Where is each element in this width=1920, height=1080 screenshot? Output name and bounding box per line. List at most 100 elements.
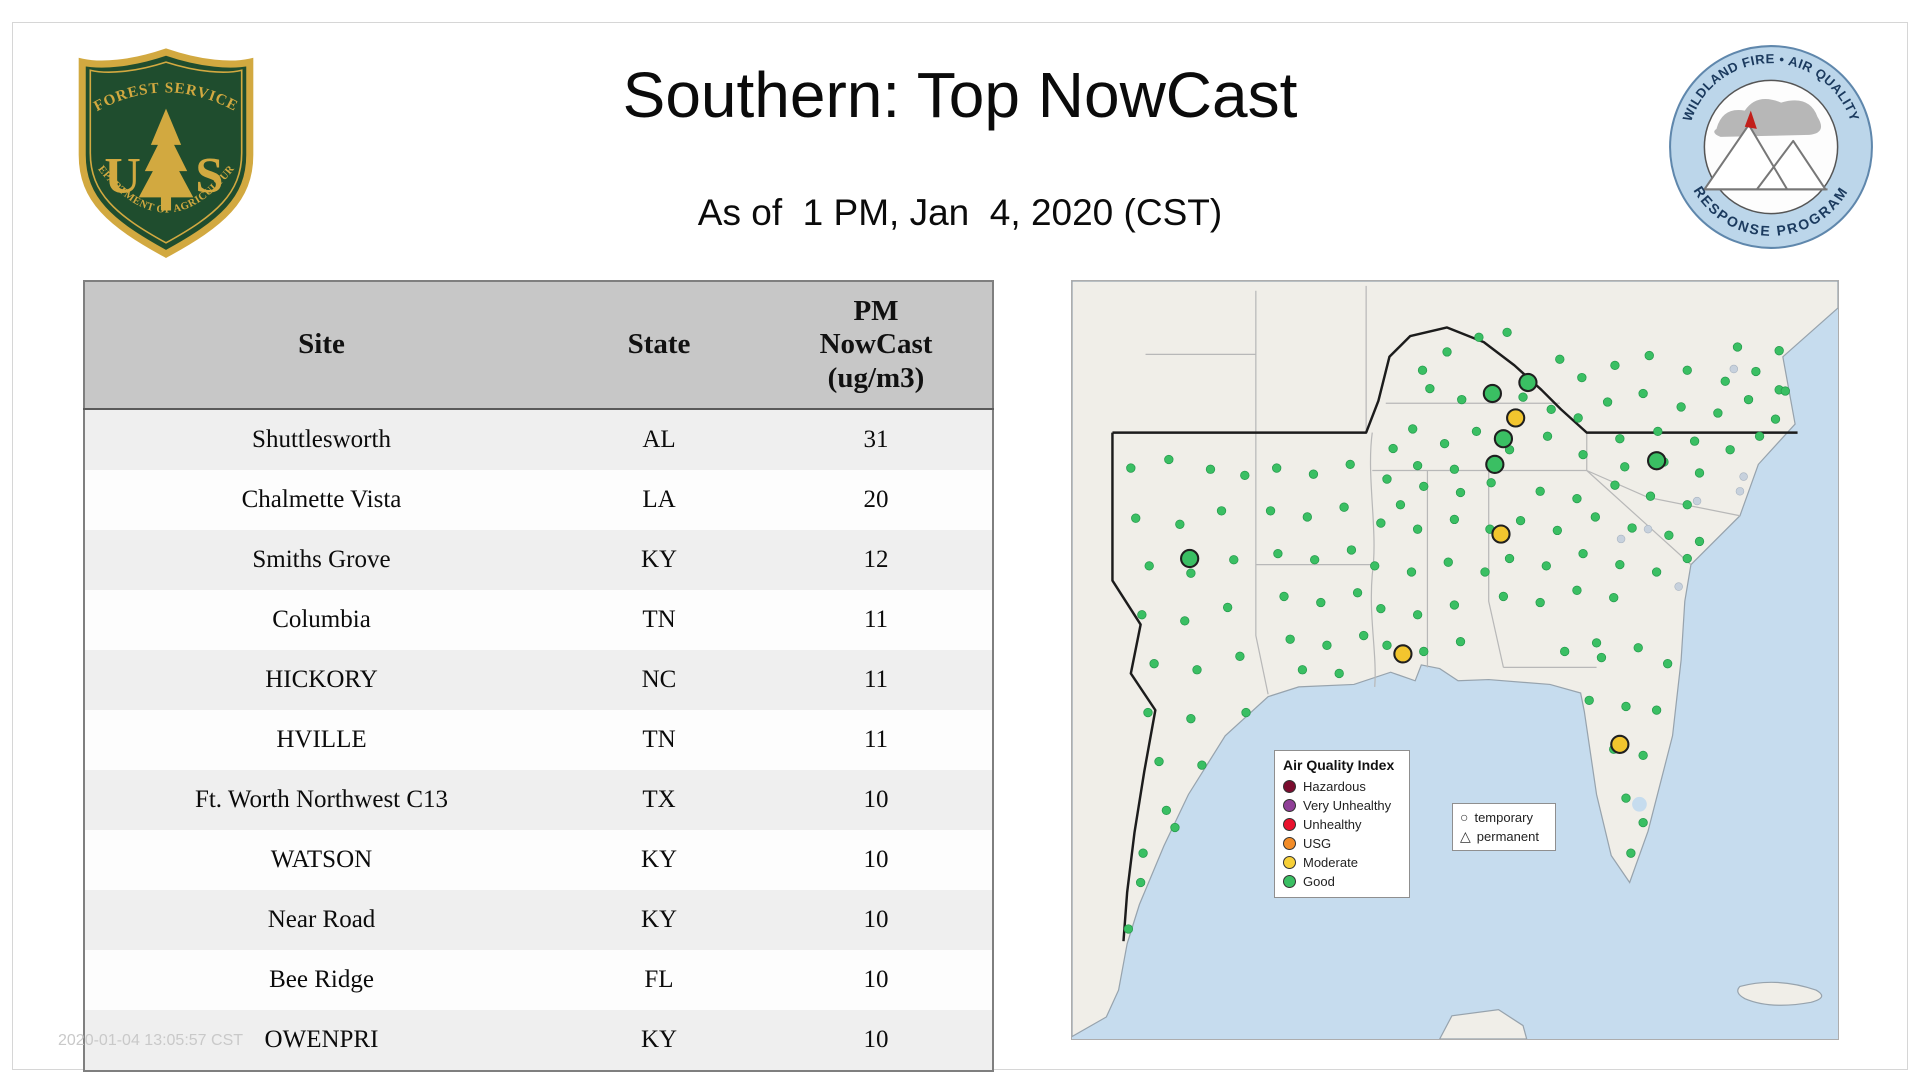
monitor-dot-good xyxy=(1135,877,1146,888)
site-cell: Columbia xyxy=(272,606,371,633)
state-cell: FL xyxy=(644,966,674,993)
monitor-dot-good xyxy=(1682,365,1692,375)
aqi-legend-items: Hazardous Very Unhealthy Unhealthy USG Moder… xyxy=(1283,777,1401,891)
aqi-color-dot xyxy=(1283,818,1296,831)
monitor-dot-good xyxy=(1682,553,1692,564)
monitor-dot-good xyxy=(1425,383,1435,394)
monitor-dot-good xyxy=(1388,443,1398,454)
site-cell: HVILLE xyxy=(276,726,367,753)
table-row: Columbia TN 11 xyxy=(84,590,993,650)
monitor-dot-good xyxy=(1285,634,1295,644)
monitor-dot-good xyxy=(1535,486,1545,496)
value-cell: 11 xyxy=(863,726,889,753)
monitor-dot-good xyxy=(1610,360,1620,371)
monitor-dot-good xyxy=(1192,665,1202,675)
monitor-dot-inactive xyxy=(1729,364,1739,374)
aqi-color-dot xyxy=(1283,875,1296,888)
monitor-marker-moderate xyxy=(1610,734,1630,754)
monitor-dot-good xyxy=(1480,567,1490,577)
table-row: Near Road KY 10 xyxy=(84,890,993,950)
monitor-dot-good xyxy=(1471,426,1482,437)
monitor-dot-good xyxy=(1498,591,1509,602)
table-row: Ft. Worth Northwest C13 TX 10 xyxy=(84,770,993,830)
monitor-dot-good xyxy=(1316,597,1326,608)
monitor-dot-good xyxy=(1279,591,1289,602)
monitor-dot-good xyxy=(1644,350,1654,361)
page-subtitle: As of 1 PM, Jan 4, 2020 (CST) xyxy=(697,192,1223,233)
monitor-dot-good xyxy=(1591,638,1602,648)
monitor-dot-good xyxy=(1175,519,1185,529)
monitor-dot-good xyxy=(1578,449,1588,460)
monitor-dot-good xyxy=(1584,695,1594,705)
table-header-row: Site State PM NowCast (ug/m3) xyxy=(84,281,993,410)
monitor-dot-good xyxy=(1620,462,1630,472)
monitor-dot-good xyxy=(1502,327,1512,337)
monitor-dot-good xyxy=(1412,610,1423,620)
monitor-marker-moderate xyxy=(1393,644,1413,664)
monitor-dot-good xyxy=(1417,365,1428,375)
table-row: OWENPRI KY 10 xyxy=(84,1010,993,1071)
monitor-marker-good xyxy=(1493,429,1514,449)
monitor-dot-good xyxy=(1676,402,1686,412)
monitor-dot-good xyxy=(1334,668,1344,679)
monitor-dot-good xyxy=(1449,464,1460,474)
monitor-dot-good xyxy=(1546,404,1556,415)
site-cell: Shuttlesworth xyxy=(252,426,391,453)
monitor-dot-good xyxy=(1664,530,1674,540)
aqi-legend-item: Very Unhealthy xyxy=(1283,796,1401,815)
col-header-pm-nowcast: PM NowCast (ug/m3) xyxy=(760,281,993,410)
monitor-dot-good xyxy=(1197,760,1207,770)
monitor-dot-good xyxy=(1638,750,1648,761)
table-row: WATSON KY 10 xyxy=(84,830,993,890)
monitor-dot-good xyxy=(1345,459,1355,470)
monitor-dot-good xyxy=(1615,434,1625,444)
state-cell: KY xyxy=(640,846,678,873)
monitor-dot-good xyxy=(1572,585,1582,595)
site-cell: Chalmette Vista xyxy=(241,486,402,513)
monitor-dot-good xyxy=(1518,392,1528,402)
site-cell: WATSON xyxy=(270,846,373,873)
monitor-dot-good xyxy=(1713,408,1723,418)
monitor-dot-good xyxy=(1615,559,1625,570)
monitor-marker-good xyxy=(1646,451,1667,471)
state-cell: KY xyxy=(640,906,678,933)
monitor-dot-good xyxy=(1419,646,1429,657)
monitor-dot-good xyxy=(1609,593,1619,603)
monitor-dot-good xyxy=(1302,512,1312,522)
monitor-map-panel: Air Quality Index Hazardous Very Unhealth… xyxy=(1071,280,1839,1040)
shield-inner-line xyxy=(89,61,243,244)
aqi-category-label: Very Unhealthy xyxy=(1303,798,1392,813)
monitor-marker-good xyxy=(1518,372,1538,393)
monitor-dot-good xyxy=(1346,545,1357,555)
monitor-dot-good xyxy=(1406,567,1417,577)
temporary-monitor-icon xyxy=(1460,810,1468,825)
aqi-category-label: USG xyxy=(1303,836,1332,851)
southern-region-outline xyxy=(1111,326,1798,942)
monitor-dot-good xyxy=(1542,431,1553,441)
monitor-dot-good xyxy=(1626,848,1636,858)
smoke-plume-icon xyxy=(1714,98,1822,137)
monitor-dot-good xyxy=(1455,487,1466,498)
monitor-dot-good xyxy=(1638,388,1648,399)
monitor-dot-good xyxy=(1743,394,1754,405)
aqi-legend-item: Unhealthy xyxy=(1283,815,1401,834)
monitor-dot-good xyxy=(1449,600,1460,610)
state-cell: NC xyxy=(641,666,677,693)
permanent-monitor-icon xyxy=(1460,829,1471,844)
aqi-category-label: Moderate xyxy=(1303,855,1358,870)
state-cell: TN xyxy=(642,726,676,753)
monitor-dot-good xyxy=(1126,463,1136,473)
value-cell: 20 xyxy=(863,486,889,513)
monitor-dot-good xyxy=(1682,500,1692,510)
monitor-dot-good xyxy=(1273,548,1283,559)
monitor-dot-good xyxy=(1131,513,1141,523)
wfaqrp-logo: WILDLAND FIRE • AIR QUALITY RESPONSE PRO… xyxy=(1669,45,1873,249)
monitor-dot-good xyxy=(1645,491,1656,501)
monitor-dot-good xyxy=(1229,555,1239,565)
aqi-category-label: Good xyxy=(1303,874,1335,889)
state-cell: LA xyxy=(642,486,676,513)
monitor-dot-good xyxy=(1515,515,1526,526)
monitor-dot-good xyxy=(1780,386,1790,396)
monitor-dot-good xyxy=(1164,454,1174,465)
monitor-dot-inactive xyxy=(1735,487,1745,496)
